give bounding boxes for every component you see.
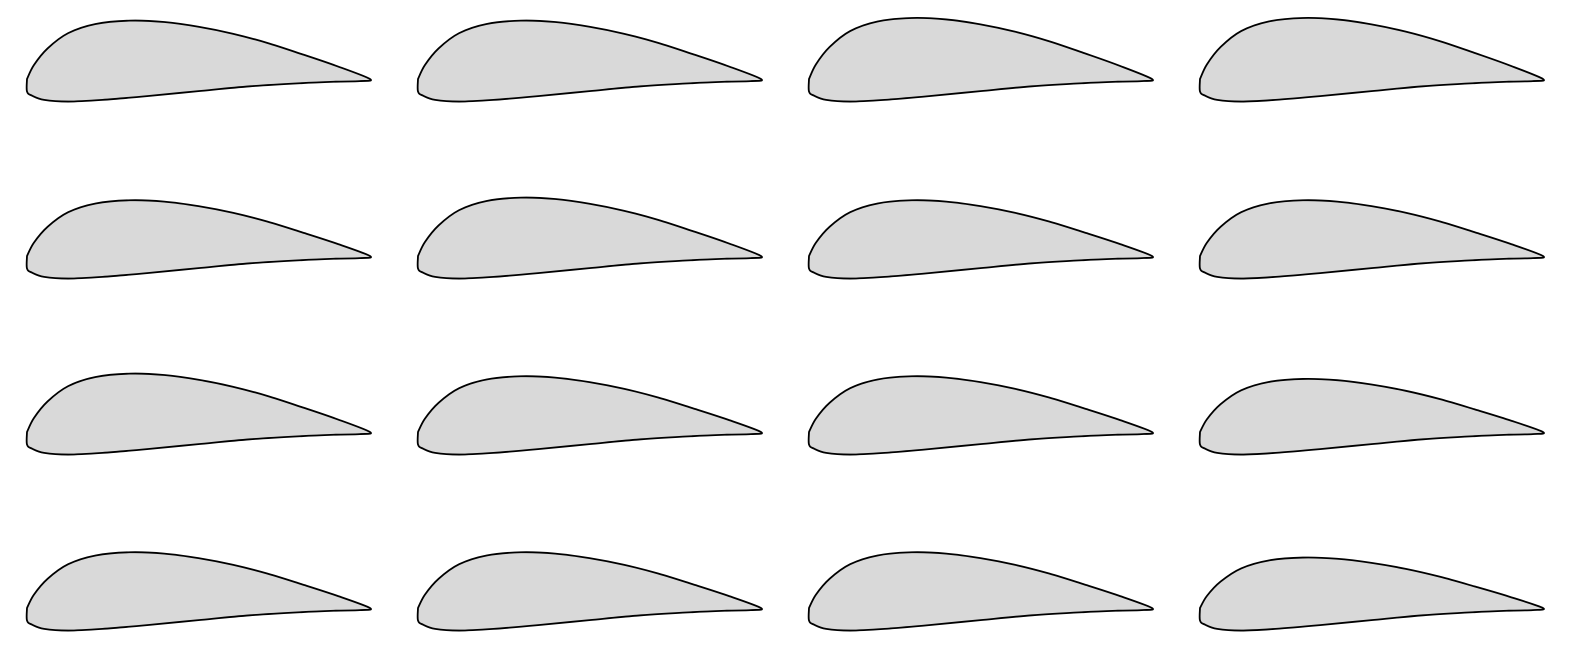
airfoil-shape-r2-c1	[25, 199, 372, 280]
airfoil-shape-r4-c3	[807, 551, 1154, 632]
airfoil-shape-r4-c4	[1198, 556, 1545, 632]
airfoil-shape-r1-c3	[807, 16, 1154, 103]
airfoil-shape-r3-c3	[807, 375, 1154, 456]
airfoil-shape-r4-c2	[416, 551, 763, 632]
airfoil-shape-r2-c3	[807, 199, 1154, 280]
airfoil-shape-r2-c4	[1198, 199, 1545, 280]
airfoil-shape-r1-c1	[25, 19, 372, 103]
airfoil-shape-r3-c2	[416, 375, 763, 456]
airfoil-shape-r1-c2	[416, 19, 763, 103]
airfoil-shape-r3-c4	[1198, 377, 1545, 456]
airfoil-shape-r4-c1	[25, 551, 372, 632]
airfoil-shape-r3-c1	[25, 372, 372, 456]
airfoil-shape-r1-c4	[1198, 16, 1545, 103]
airfoil-shape-r2-c2	[416, 196, 763, 280]
